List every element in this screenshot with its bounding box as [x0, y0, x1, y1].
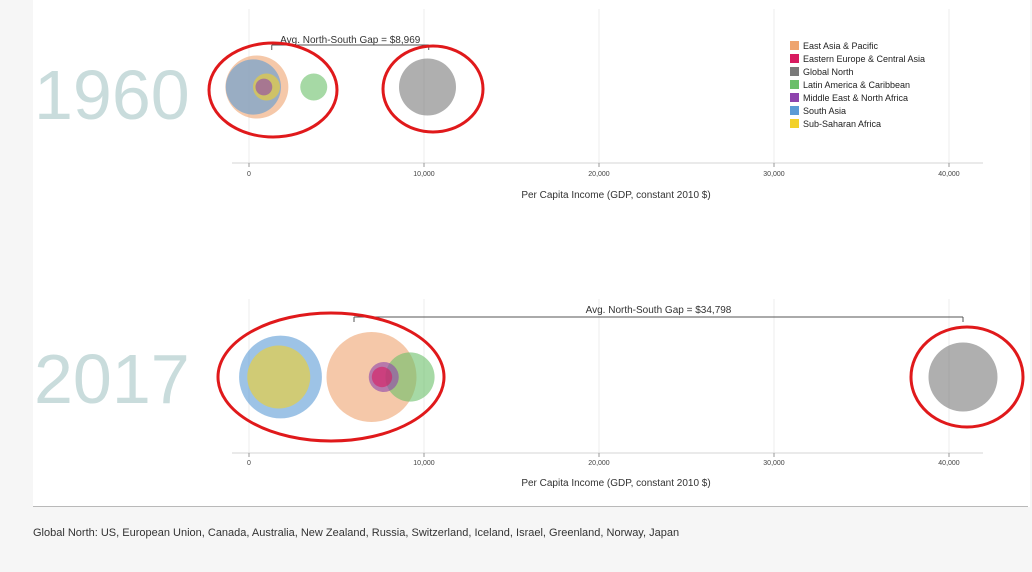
bubble-middle-east-north-africa	[255, 78, 273, 96]
legend-label: Middle East & North Africa	[803, 93, 908, 103]
legend: East Asia & Pacific Eastern Europe & Cent…	[790, 41, 925, 129]
x-tick-label: 10,000	[413, 460, 435, 467]
gap-label: Avg. North-South Gap = $34,798	[586, 305, 732, 316]
x-tick-label: 0	[247, 460, 251, 467]
gap-label: Avg. North-South Gap = $8,969	[280, 35, 421, 46]
x-tick-label: 40,000	[938, 460, 960, 467]
x-tick-label: 30,000	[763, 171, 785, 178]
x-tick-label: 20,000	[588, 171, 610, 178]
bubble-latin-america-caribbean	[385, 352, 435, 402]
legend-swatch	[790, 119, 799, 128]
bubble-global-north	[399, 58, 456, 116]
legend-swatch	[790, 80, 799, 89]
bubble-eastern-europe-central-asia	[371, 366, 393, 388]
bubble-latin-america-caribbean	[300, 73, 328, 101]
x-tick-label: 0	[247, 171, 251, 178]
year-label: 2017	[34, 340, 190, 418]
legend-label: Eastern Europe & Central Asia	[803, 54, 925, 64]
x-tick-label: 10,000	[413, 171, 435, 178]
year-label: 1960	[34, 56, 190, 134]
x-axis-label: Per Capita Income (GDP, constant 2010 $)	[521, 478, 710, 489]
legend-swatch	[790, 41, 799, 50]
legend-swatch	[790, 67, 799, 76]
legend-label: Global North	[803, 67, 854, 77]
divider	[33, 506, 1028, 507]
legend-swatch	[790, 106, 799, 115]
panel-1960: 1960 Avg. North-South Gap = $8,969 0 10,000…	[34, 9, 983, 201]
highlight-ring-south	[207, 41, 339, 139]
highlight-ring-south	[216, 311, 446, 443]
bubble-chart: 1960 Avg. North-South Gap = $8,969 0 10,000…	[34, 9, 1025, 489]
legend-label: Latin America & Caribbean	[803, 80, 910, 90]
footnote: Global North: US, European Union, Canada…	[33, 527, 680, 539]
x-tick-label: 20,000	[588, 460, 610, 467]
legend-label: South Asia	[803, 106, 846, 116]
legend-swatch	[790, 93, 799, 102]
legend-swatch	[790, 54, 799, 63]
x-tick-label: 40,000	[938, 171, 960, 178]
legend-label: Sub-Saharan Africa	[803, 119, 881, 129]
bubble-sub-saharan-africa	[247, 345, 311, 409]
x-axis-label: Per Capita Income (GDP, constant 2010 $)	[521, 190, 710, 201]
chart-card	[33, 0, 1030, 507]
legend-label: East Asia & Pacific	[803, 41, 879, 51]
panel-2017: 2017 Avg. North-South Gap = $34,798 0 10,00…	[34, 299, 1025, 489]
highlight-ring-north	[381, 44, 485, 134]
bubble-global-north	[928, 342, 998, 412]
x-tick-label: 30,000	[763, 460, 785, 467]
highlight-ring-north	[909, 325, 1025, 429]
